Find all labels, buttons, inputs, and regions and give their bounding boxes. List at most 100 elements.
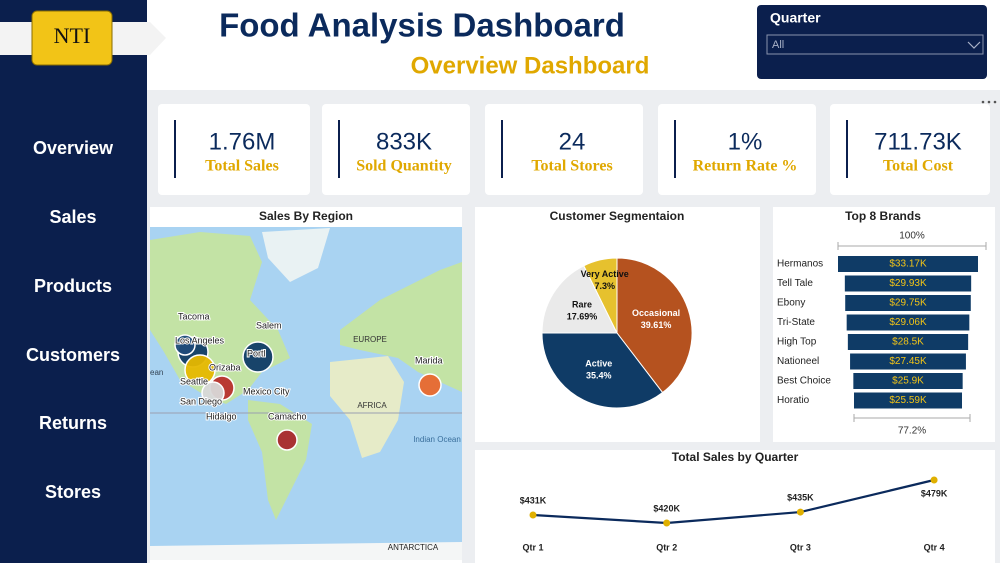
map-label: AFRICA (357, 401, 387, 410)
nav-item[interactable]: Stores (45, 482, 101, 502)
pie-slice (583, 257, 618, 334)
continent (340, 262, 462, 392)
filter-panel (757, 5, 987, 79)
nav-item[interactable]: Customers (26, 345, 120, 365)
nav-item[interactable]: Products (34, 276, 112, 296)
kpi-card (158, 104, 310, 195)
logo-box (31, 10, 113, 66)
page-subtitle: Overview Dashboard (411, 52, 650, 79)
chart-title: Sales By Region (259, 209, 353, 223)
kpi-label: Total Cost (883, 158, 954, 175)
map-label: ean (150, 368, 163, 377)
slice-label: Rare (572, 300, 592, 310)
funnel-bar (850, 353, 966, 370)
slice-label: Occasional (632, 308, 680, 318)
bar-value: $28.5K (892, 337, 924, 348)
dropdown-chevron (967, 41, 981, 49)
brand-label: Tell Tale (777, 278, 813, 289)
kpi-value: 1.76M (209, 128, 276, 155)
continent (248, 400, 312, 520)
funnel-bar (846, 314, 970, 331)
kpi-label: Total Sales (205, 158, 279, 175)
location-label: Camacho (268, 411, 307, 421)
brand-label: Ebony (777, 298, 805, 309)
kpi-value: 24 (559, 128, 586, 155)
funnel-bar (853, 373, 963, 389)
bar-value: $29.75K (889, 298, 927, 309)
line-point (529, 511, 537, 519)
pie-slice (616, 257, 693, 394)
x-tick-label: Qtr 4 (924, 542, 945, 552)
slice-value: 39.61% (641, 320, 672, 330)
location-label: Marida (415, 355, 443, 365)
sales-line (532, 478, 935, 525)
x-tick-label: Qtr 3 (790, 542, 811, 552)
nav-item[interactable]: Returns (39, 413, 107, 433)
chart-title: Customer Segmentaion (550, 209, 685, 223)
line-panel (475, 450, 995, 563)
brand-label: Horatio (777, 395, 810, 406)
brand-label: High Top (777, 337, 817, 348)
bar-value: $29.93K (889, 278, 927, 289)
nav-item[interactable]: Overview (33, 138, 114, 158)
location-label: Hidalgo (206, 411, 237, 421)
funnel-bar (847, 334, 969, 350)
kpi-card (322, 104, 470, 195)
x-tick-label: Qtr 1 (522, 542, 543, 552)
point-label: $431K (520, 495, 547, 505)
location-label: San Diego (180, 396, 222, 406)
dot (987, 100, 991, 104)
filter-label: Quarter (770, 10, 821, 26)
funnel-bar (844, 275, 972, 292)
location-label: Tacoma (178, 311, 210, 321)
funnel-bar (845, 295, 971, 311)
map-bubble (276, 429, 298, 451)
dot (981, 100, 985, 104)
funnel-bar (853, 392, 963, 409)
continent (262, 228, 330, 282)
funnel-bottom-label: 77.2% (898, 426, 926, 437)
more-options[interactable] (981, 100, 997, 104)
filter-dropdown[interactable] (766, 34, 984, 55)
dot (993, 100, 997, 104)
map-base (150, 227, 462, 560)
location-label: Los Angeles (175, 335, 225, 345)
logo: NTI (54, 23, 91, 48)
bar-value: $33.17K (889, 259, 927, 270)
brand-label: Tri-State (777, 317, 815, 328)
map-label: Indian Ocean (413, 435, 461, 444)
kpi-card (830, 104, 990, 195)
slice-label: Very Active (581, 269, 629, 279)
point-label: $420K (653, 503, 680, 513)
kpi-value: 833K (376, 128, 432, 155)
location-label: Orizaba (209, 362, 241, 372)
nav-item[interactable]: Sales (49, 207, 96, 227)
location-label: Seattle (180, 376, 208, 386)
pie-slice (541, 265, 618, 334)
kpi-card (658, 104, 816, 195)
kpi-value: 1% (728, 128, 763, 155)
location-label: Mexico City (243, 386, 290, 396)
map-bubble (201, 381, 225, 405)
kpi-card (485, 104, 643, 195)
bar-value: $25.59K (889, 395, 927, 406)
slice-value: 35.4% (586, 370, 612, 380)
map-label: ANTARCTICA (388, 543, 439, 552)
bar-value: $29.06K (889, 317, 927, 328)
page-title: Food Analysis Dashboard (219, 7, 625, 44)
map-bubble (184, 354, 216, 386)
x-tick-label: Qtr 2 (656, 542, 677, 552)
chart-title: Total Sales by Quarter (672, 450, 799, 464)
filter-value[interactable]: All (772, 39, 784, 51)
point-label: $479K (921, 488, 948, 498)
location-label: Salem (256, 320, 282, 330)
line-point (663, 519, 671, 527)
chart-title: Top 8 Brands (845, 209, 921, 223)
sidebar (0, 0, 147, 563)
location-label: Portl (247, 348, 266, 358)
map-bubble (174, 334, 196, 356)
bar-value: $27.45K (889, 356, 927, 367)
kpi-label: Total Stores (531, 158, 612, 175)
